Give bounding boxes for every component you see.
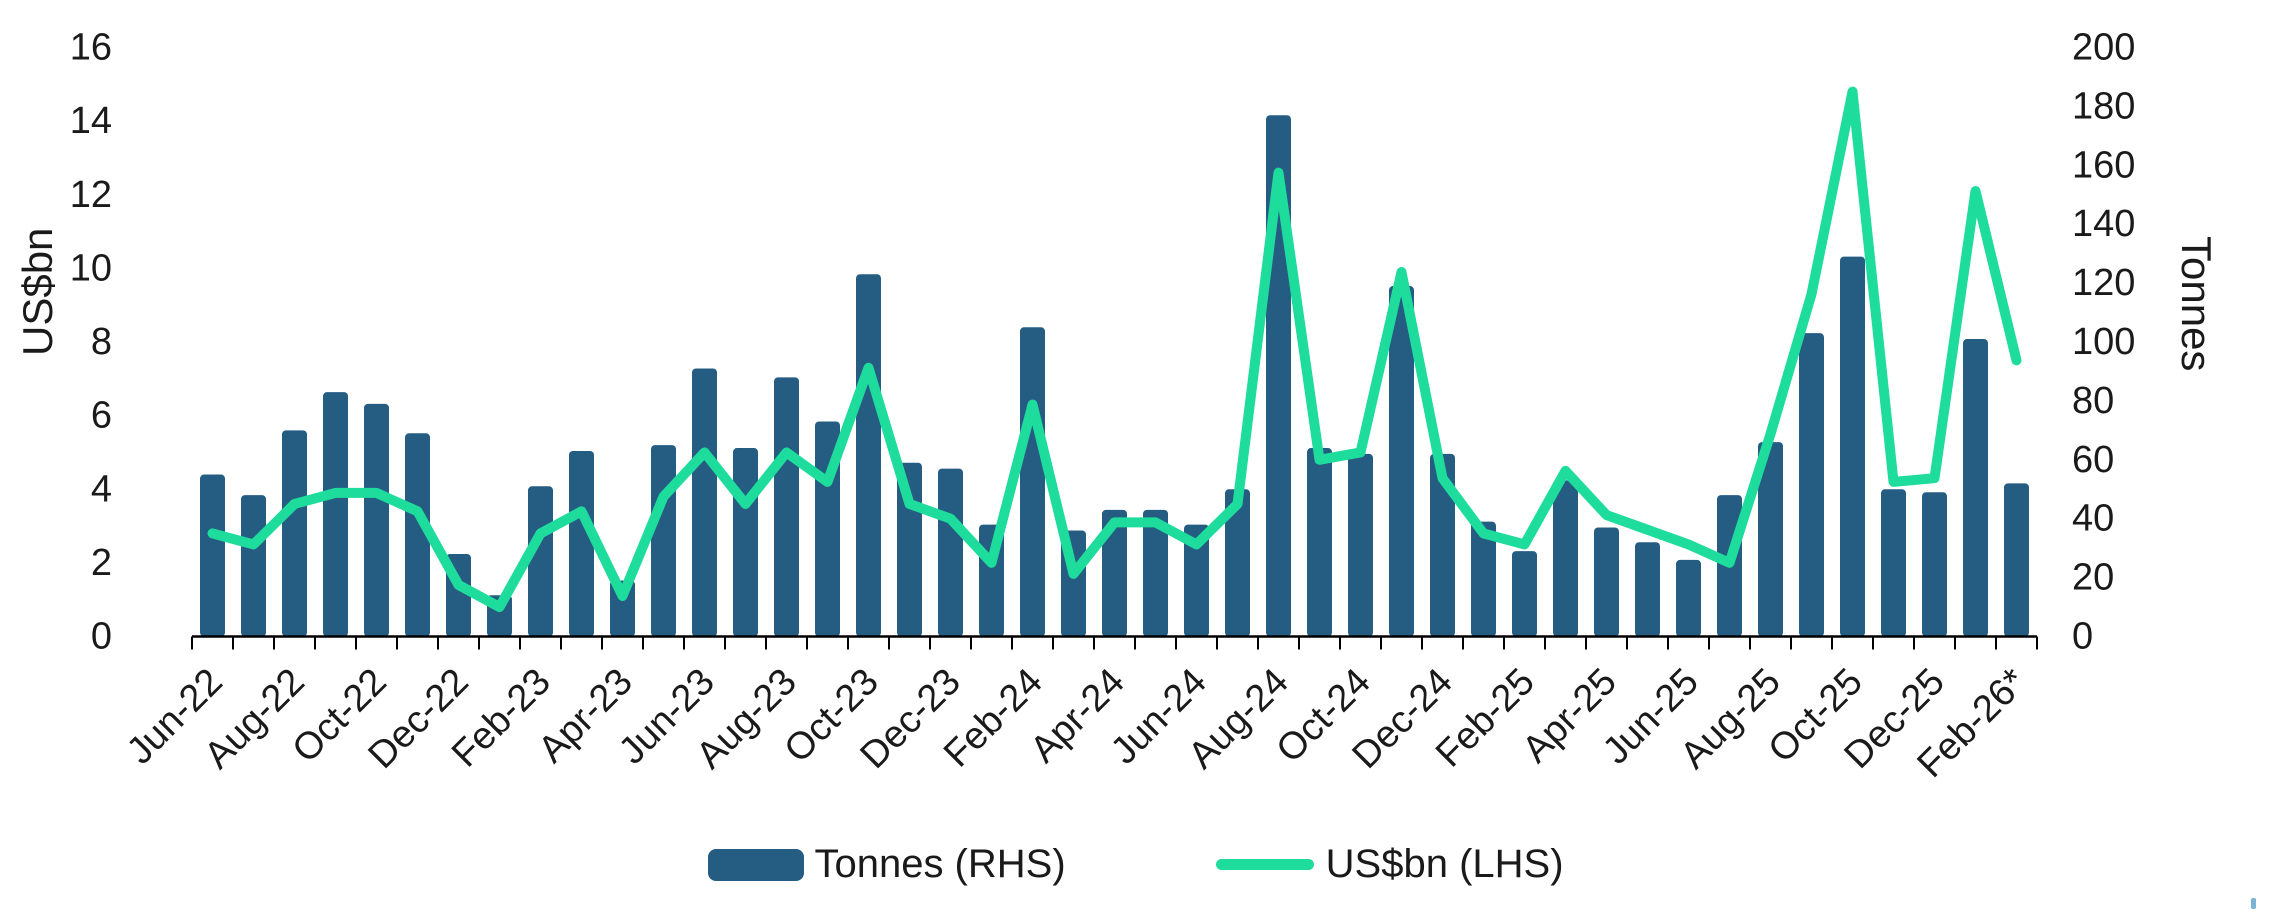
svg-text:8: 8 [91, 321, 112, 363]
svg-text:80: 80 [2072, 380, 2114, 422]
legend-line-label: US$bn (LHS) [1325, 842, 1564, 886]
svg-text:4: 4 [91, 468, 112, 510]
legend-item-tonnes: Tonnes (RHS) [708, 842, 1066, 887]
bar-swatch-icon [708, 848, 805, 881]
svg-text:180: 180 [2072, 85, 2135, 127]
svg-text:60: 60 [2072, 439, 2114, 481]
svg-text:120: 120 [2072, 262, 2135, 304]
svg-text:0: 0 [91, 616, 112, 658]
svg-text:20: 20 [2072, 557, 2114, 599]
svg-text:0: 0 [2072, 616, 2093, 658]
svg-text:160: 160 [2072, 144, 2135, 186]
legend: Tonnes (RHS) US$bn (LHS) [0, 842, 2272, 887]
svg-text:100: 100 [2072, 321, 2135, 363]
corner-artifact-mark [2251, 898, 2256, 909]
legend-item-usdbn: US$bn (LHS) [1215, 842, 1564, 887]
svg-text:14: 14 [70, 100, 112, 142]
svg-text:6: 6 [91, 395, 112, 437]
svg-text:12: 12 [70, 174, 112, 216]
legend-bar-label: Tonnes (RHS) [814, 842, 1066, 886]
left-axis-title: US$bn [14, 227, 61, 356]
svg-text:40: 40 [2072, 498, 2114, 540]
svg-text:10: 10 [70, 247, 112, 289]
line-swatch-icon [1215, 859, 1314, 870]
right-axis-title: Tonnes [2173, 236, 2220, 372]
svg-text:200: 200 [2072, 27, 2135, 69]
svg-text:140: 140 [2072, 203, 2135, 245]
svg-text:2: 2 [91, 542, 112, 584]
svg-text:16: 16 [70, 27, 112, 69]
